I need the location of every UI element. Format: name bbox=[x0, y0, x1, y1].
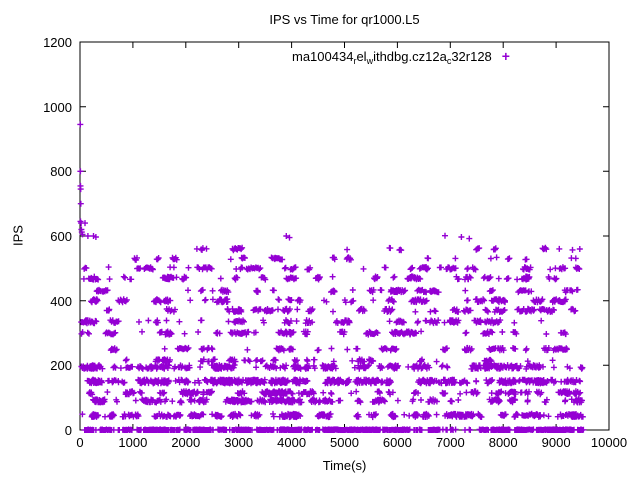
y-tick-label: 800 bbox=[50, 164, 72, 180]
chart-title: IPS vs Time for qr1000.L5 bbox=[269, 12, 420, 27]
scatter-band bbox=[103, 305, 579, 315]
scatter-band bbox=[93, 286, 581, 296]
y-tick-label: 1000 bbox=[43, 99, 72, 115]
x-tick-label: 10000 bbox=[590, 435, 628, 450]
legend-label-segment: ma100434 bbox=[292, 49, 354, 64]
x-tick-label: 2000 bbox=[171, 435, 201, 450]
scatter-band bbox=[79, 410, 586, 421]
scatter-band bbox=[122, 356, 556, 365]
scatter-band bbox=[81, 264, 583, 273]
scatter-band bbox=[88, 296, 569, 306]
scatter-band bbox=[198, 244, 583, 254]
x-tick-label: 7000 bbox=[435, 435, 465, 450]
y-tick-label: 400 bbox=[50, 293, 72, 309]
legend-series-label: ma100434relwithdbg.cz12ac32r128 bbox=[292, 49, 492, 66]
legend-label-segment: 32r128 bbox=[451, 49, 492, 64]
plot-border bbox=[79, 41, 610, 431]
legend-label-subscript: r bbox=[353, 56, 357, 66]
scatter-band bbox=[78, 362, 586, 372]
y-tick-label: 0 bbox=[64, 423, 72, 438]
x-tick-label: 1000 bbox=[118, 435, 148, 450]
legend: ma100434relwithdbg.cz12ac32r128 + bbox=[292, 48, 510, 66]
scatter-band bbox=[84, 376, 584, 387]
y-tick-label: 200 bbox=[50, 358, 72, 374]
x-tick-label: 5000 bbox=[330, 435, 359, 450]
legend-label-subscript: w bbox=[366, 56, 374, 66]
x-tick-label: 9000 bbox=[541, 435, 571, 450]
legend-label-segment: ithdbg.cz12a bbox=[373, 49, 447, 64]
x-axis-label: Time(s) bbox=[322, 458, 367, 473]
legend-label-segment: el bbox=[356, 49, 367, 64]
scatter-band bbox=[78, 328, 569, 338]
y-tick-label: 600 bbox=[50, 229, 72, 244]
scatter-band bbox=[80, 273, 560, 283]
x-tick-label: 8000 bbox=[488, 435, 518, 450]
scatter-band bbox=[86, 388, 584, 398]
scatter-outliers bbox=[77, 121, 576, 253]
axis-ticks bbox=[79, 41, 610, 431]
scatter-band bbox=[78, 317, 545, 327]
scatter-band bbox=[107, 344, 570, 354]
x-tick-label: 6000 bbox=[382, 435, 412, 450]
scatter-band bbox=[90, 396, 585, 406]
x-tick-label: 0 bbox=[76, 435, 84, 450]
scatter-band bbox=[131, 254, 579, 263]
y-tick-label: 1200 bbox=[43, 35, 72, 50]
x-tick-label: 4000 bbox=[277, 435, 307, 450]
legend-plus-marker-icon: + bbox=[501, 48, 510, 64]
x-tick-label: 3000 bbox=[224, 435, 254, 450]
legend-label-subscript: c bbox=[446, 56, 452, 66]
scatter-band bbox=[81, 426, 587, 433]
